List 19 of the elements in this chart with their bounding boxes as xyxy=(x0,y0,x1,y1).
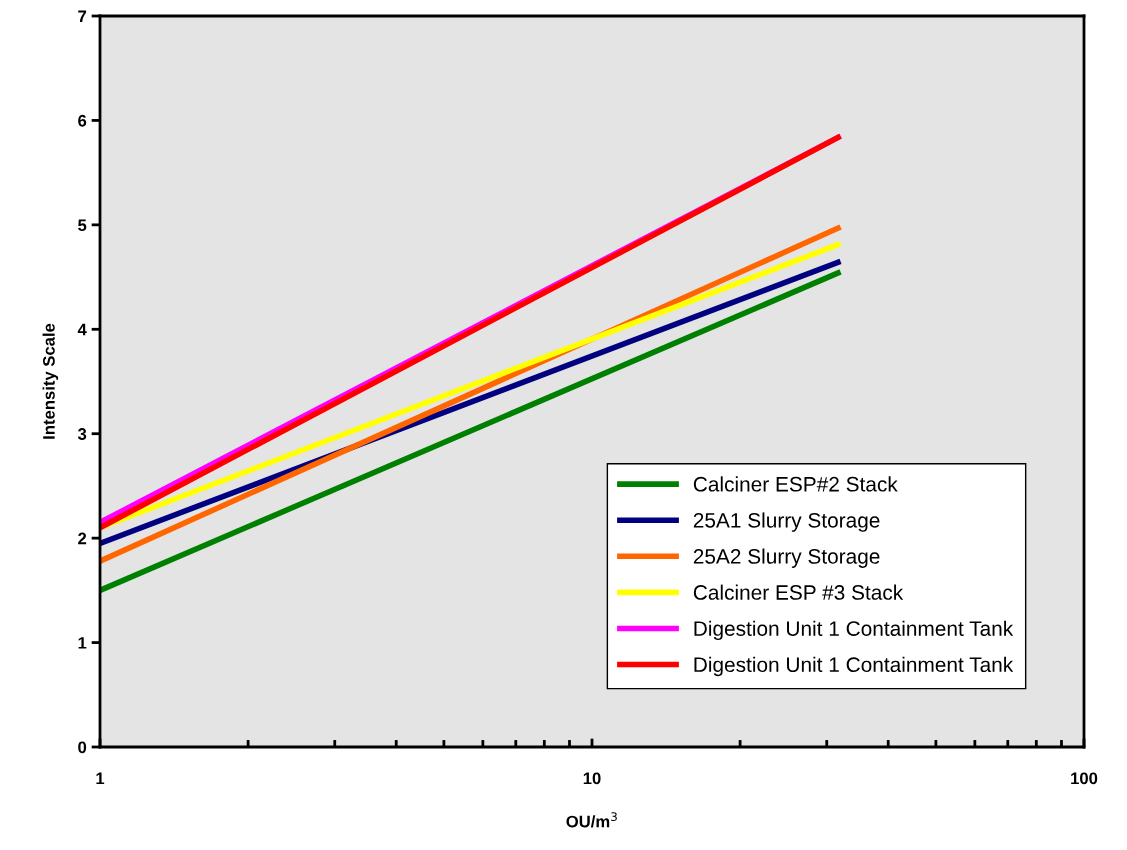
y-tick-label: 0 xyxy=(78,741,87,754)
legend-label: 25A1 Slurry Storage xyxy=(693,512,880,532)
legend-label: Digestion Unit 1 Containment Tank xyxy=(694,620,1014,641)
x-tick-label: 10 xyxy=(583,772,601,785)
y-tick-label: 4 xyxy=(77,323,87,336)
legend-label: Digestion Unit 1 Containment Tank xyxy=(694,656,1014,677)
x-tick-label: 1 xyxy=(96,772,105,785)
y-axis-title: Intensity Scale xyxy=(42,323,59,439)
legend-label: Calciner ESP #3 Stack xyxy=(693,584,904,600)
x-tick-label: 100 xyxy=(1071,772,1098,785)
y-tick-label: 3 xyxy=(77,428,87,440)
y-tick-label: 1 xyxy=(78,637,87,649)
y-tick-label: 5 xyxy=(78,219,87,232)
x-axis-title: OU/m$^{3}$ xyxy=(566,812,617,828)
legend-label: Calciner ESP#2 Stack xyxy=(693,476,898,492)
y-tick-label: 7 xyxy=(78,10,87,23)
legend-label: 25A2 Slurry Storage xyxy=(693,548,880,568)
y-tick-label: 2 xyxy=(78,532,87,545)
y-tick-label: 6 xyxy=(78,114,87,127)
